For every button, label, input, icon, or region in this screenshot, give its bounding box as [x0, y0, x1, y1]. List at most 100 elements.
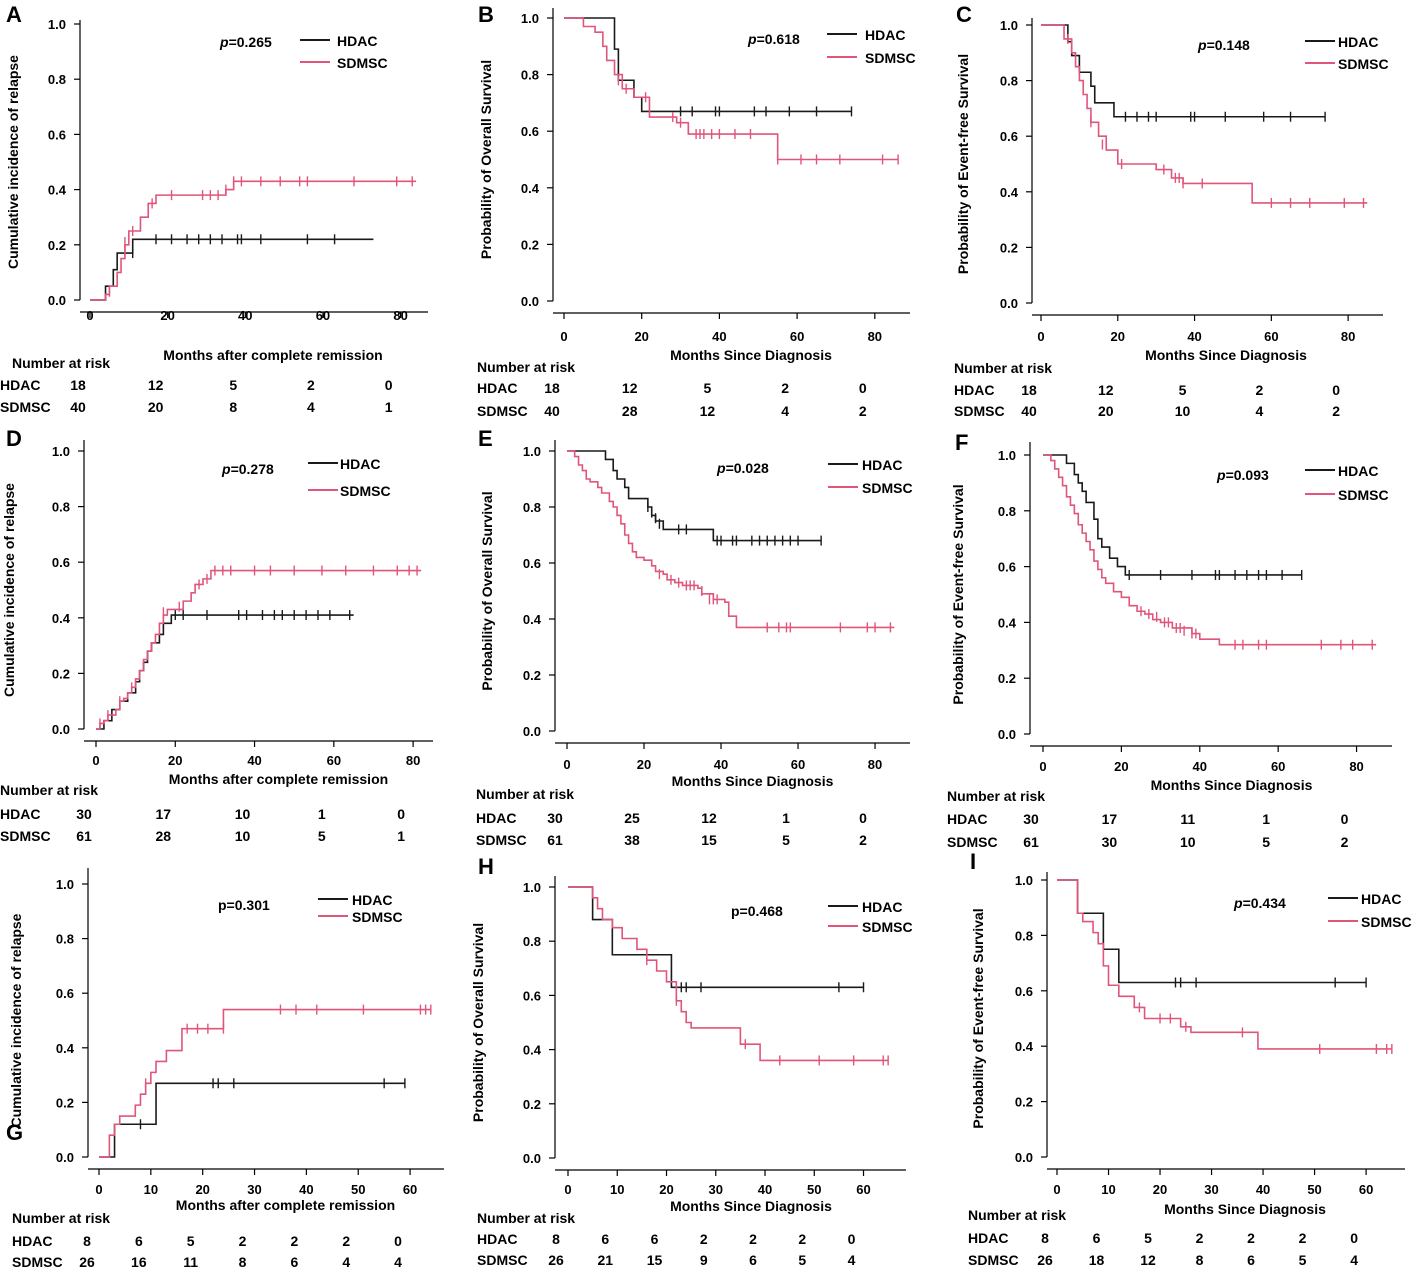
curve-hdac [99, 1082, 405, 1158]
x-axis-title: Months Since Diagnosis [672, 773, 834, 789]
y-tick-label: 0.4 [998, 615, 1017, 630]
p-value-number: =0.148 [1207, 37, 1250, 53]
risk-count: 2 [290, 1233, 298, 1249]
risk-count: 11 [1180, 811, 1195, 827]
y-tick-label: 0.0 [56, 1150, 74, 1165]
risk-row-label-sdmsc: SDMSC [954, 403, 1005, 419]
risk-count: 0 [1341, 811, 1349, 827]
risk-count: 20 [148, 399, 164, 415]
risk-count: 1 [782, 810, 790, 826]
legend-label-hdac: HDAC [340, 456, 380, 472]
risk-row-label-sdmsc: SDMSC [477, 403, 528, 419]
y-tick-label: 1.0 [1015, 873, 1033, 888]
x-tick-label: 20 [634, 329, 648, 344]
risk-row-label-sdmsc: SDMSC [0, 828, 51, 844]
risk-count: 2 [1341, 834, 1349, 850]
risk-count: 0 [1350, 1230, 1358, 1246]
y-tick-label: 1.0 [523, 444, 541, 459]
y-axis-title: Cumulative incidence of relapse [1, 483, 17, 697]
y-tick-label: 0.6 [48, 127, 66, 142]
y-tick-label: 0.2 [998, 671, 1016, 686]
risk-count: 4 [342, 1254, 350, 1267]
y-tick-label: 0.2 [52, 666, 70, 681]
y-tick-label: 0.0 [48, 293, 66, 308]
risk-count: 1 [385, 399, 393, 415]
x-tick-label: 20 [160, 308, 174, 323]
y-tick-label: 0.6 [523, 988, 541, 1003]
p-value-number: p=0.301 [218, 897, 270, 913]
legend-label-hdac: HDAC [1361, 891, 1401, 907]
p-value-number: =0.618 [757, 31, 800, 47]
x-tick-label: 60 [1271, 759, 1285, 774]
p-value-symbol: p [716, 460, 726, 476]
risk-count: 21 [597, 1252, 613, 1267]
y-tick-label: 1.0 [48, 17, 66, 32]
legend-label-hdac: HDAC [862, 457, 902, 473]
curve-hdac [568, 886, 864, 989]
y-tick-label: 0.2 [521, 237, 539, 252]
risk-count: 18 [70, 377, 86, 393]
risk-count: 40 [70, 399, 86, 415]
x-tick-label: 40 [1193, 759, 1207, 774]
x-tick-label: 80 [868, 757, 882, 772]
x-tick-label: 80 [406, 753, 420, 768]
x-axis-title: Months Since Diagnosis [670, 347, 832, 363]
risk-row-label-hdac: HDAC [968, 1230, 1008, 1246]
risk-row-label-hdac: HDAC [477, 1231, 517, 1247]
y-tick-label: 0.4 [48, 183, 67, 198]
x-tick-label: 0 [563, 757, 570, 772]
y-tick-label: 0.8 [521, 68, 539, 83]
x-axis-title: Months after complete remission [169, 771, 388, 787]
x-tick-label: 60 [790, 329, 804, 344]
y-tick-label: 0.6 [521, 124, 539, 139]
number-at-risk-label: Number at risk [954, 360, 1052, 376]
risk-count: 6 [1093, 1230, 1101, 1246]
risk-row-label-sdmsc: SDMSC [0, 399, 51, 415]
x-tick-label: 40 [712, 329, 726, 344]
x-tick-label: 60 [316, 308, 330, 323]
p-value-symbol: p [221, 461, 231, 477]
risk-count: 6 [135, 1233, 143, 1249]
risk-count: 5 [1179, 382, 1187, 398]
y-tick-label: 0.8 [1000, 74, 1018, 89]
risk-count: 0 [1332, 382, 1340, 398]
risk-count: 38 [624, 832, 640, 848]
risk-count: 26 [79, 1254, 95, 1267]
x-tick-label: 0 [1039, 759, 1046, 774]
x-tick-label: 0 [1053, 1182, 1060, 1197]
risk-count: 8 [1041, 1230, 1049, 1246]
curve-sdmsc [1043, 454, 1377, 646]
p-value: p=0.468 [731, 903, 783, 919]
risk-count: 0 [394, 1233, 402, 1249]
risk-count: 2 [1299, 1230, 1307, 1246]
x-tick-label: 20 [195, 1182, 209, 1197]
risk-count: 2 [1247, 1230, 1255, 1246]
risk-count: 4 [307, 399, 315, 415]
x-tick-label: 40 [238, 308, 252, 323]
risk-count: 5 [229, 377, 237, 393]
curve-sdmsc [96, 569, 422, 730]
risk-row-label-sdmsc: SDMSC [968, 1252, 1019, 1267]
panel-letter: I [970, 849, 976, 874]
risk-count: 2 [859, 832, 867, 848]
risk-count: 2 [239, 1233, 247, 1249]
x-tick-label: 20 [659, 1182, 673, 1197]
y-tick-label: 0.4 [1015, 1039, 1034, 1054]
y-tick-label: 0.4 [523, 612, 542, 627]
p-value-number: p=0.468 [731, 903, 783, 919]
y-axis-title: Probability of Overall Survival [479, 491, 495, 690]
p-value-number: =0.265 [229, 34, 272, 50]
risk-count: 4 [781, 403, 789, 419]
number-at-risk-label: Number at risk [947, 788, 1045, 804]
risk-count: 10 [235, 828, 251, 844]
y-tick-label: 1.0 [521, 11, 539, 26]
risk-count: 40 [544, 403, 560, 419]
panel-letter: F [955, 430, 968, 455]
x-axis-title: Months after complete remission [176, 1197, 395, 1213]
risk-count: 30 [1023, 811, 1039, 827]
x-tick-label: 50 [807, 1182, 821, 1197]
p-value-symbol: p [747, 31, 757, 47]
risk-count: 5 [1299, 1252, 1307, 1267]
